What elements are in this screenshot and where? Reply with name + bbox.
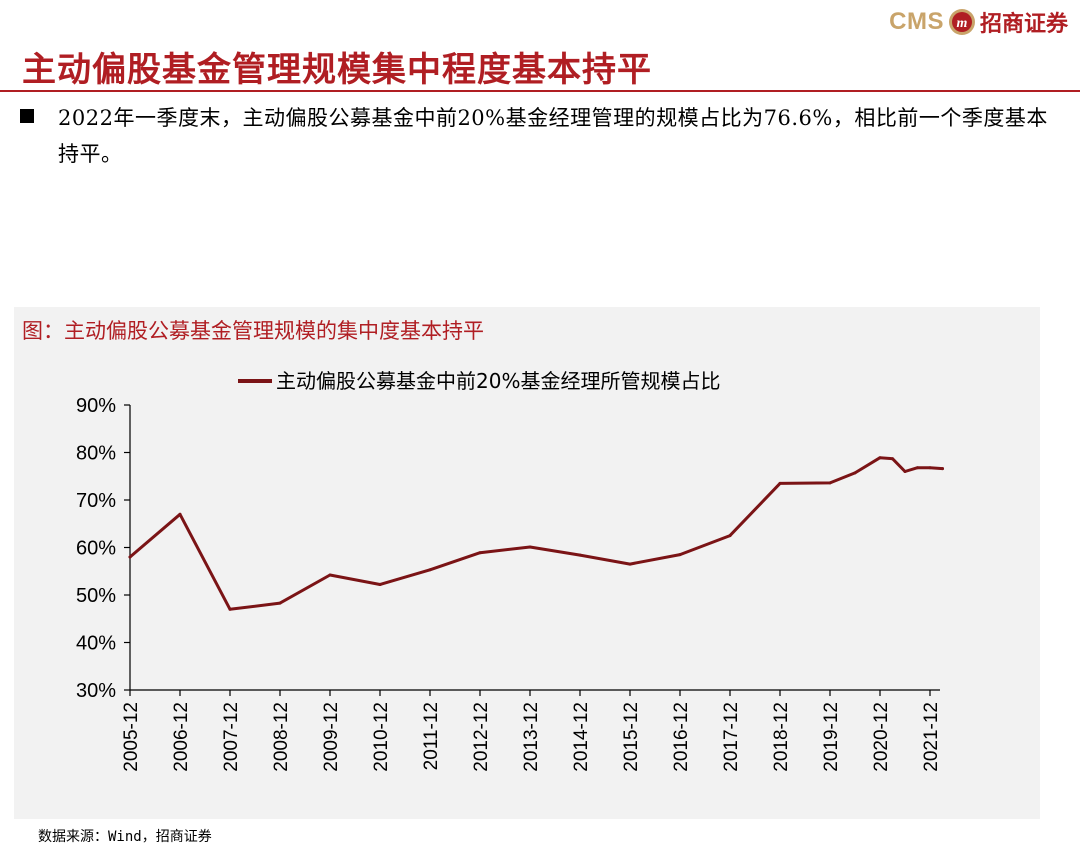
data-point [278,601,282,605]
data-point [891,457,894,461]
page-title: 主动偏股基金管理规模集中程度基本持平 [22,50,652,90]
data-point [853,471,857,475]
x-tick-label: 2006-12 [171,702,192,772]
y-tick-label: 80% [76,443,116,465]
figure-title: 图：主动偏股公募基金管理规模的集中度基本持平 [22,319,484,343]
legend-label: 主动偏股公募基金中前20%基金经理所管规模占比 [276,369,720,393]
x-tick-label: 2009-12 [321,702,342,772]
logo-cms-text: CMS [889,8,944,35]
data-point [578,553,582,557]
x-tick-label: 2018-12 [771,702,792,772]
data-point [378,583,382,586]
data-point [916,466,919,470]
y-tick-label: 70% [76,490,116,512]
bullet-point: 2022年一季度末，主动偏股公募基金中前20%基金经理管理的规模占比为76.6%… [18,100,1068,172]
x-tick-label: 2016-12 [671,702,692,772]
y-tick-label: 90% [76,395,116,417]
data-point [941,467,944,471]
data-point [528,545,532,549]
data-point [128,555,132,559]
x-tick-label: 2020-12 [871,702,892,772]
x-tick-label: 2012-12 [471,702,492,772]
x-tick-label: 2021-12 [921,702,942,772]
bullet-text: 2022年一季度末，主动偏股公募基金中前20%基金经理管理的规模占比为76.6%… [58,106,1048,166]
data-point [903,470,907,473]
data-point [878,456,882,460]
data-point [478,551,482,555]
data-point [628,562,632,566]
data-source: 数据来源：Wind，招商证券 [38,829,212,845]
logo-badge-text: m [957,16,968,31]
data-point [778,481,782,485]
cms-badge-icon: m [948,9,975,35]
data-point [328,573,332,577]
y-tick-label: 30% [76,680,116,702]
data-point [428,568,432,572]
x-tick-label: 2019-12 [821,702,842,772]
x-tick-label: 2007-12 [221,702,242,772]
x-tick-label: 2017-12 [721,702,742,772]
y-tick-label: 60% [76,538,116,560]
cms-logo: CMS m 招商证券 [889,4,1068,40]
x-tick-label: 2013-12 [521,702,542,772]
y-tick-label: 40% [76,633,116,655]
data-point [928,466,932,470]
data-point [678,553,682,557]
x-tick-label: 2014-12 [571,702,592,772]
y-tick-label: 50% [76,585,116,607]
data-point [178,512,182,516]
square-bullet-icon [20,109,34,123]
x-tick-label: 2011-12 [421,702,442,770]
x-tick-label: 2005-12 [121,702,142,772]
chart-panel [14,307,1040,819]
data-point [828,481,832,485]
x-tick-label: 2008-12 [271,702,292,772]
logo-cn-text: 招商证券 [979,12,1068,37]
title-divider [0,90,1080,92]
data-point [228,607,232,611]
x-tick-label: 2010-12 [371,702,392,772]
data-point [728,534,732,538]
series-line [128,456,944,611]
x-tick-label: 2015-12 [621,702,642,772]
